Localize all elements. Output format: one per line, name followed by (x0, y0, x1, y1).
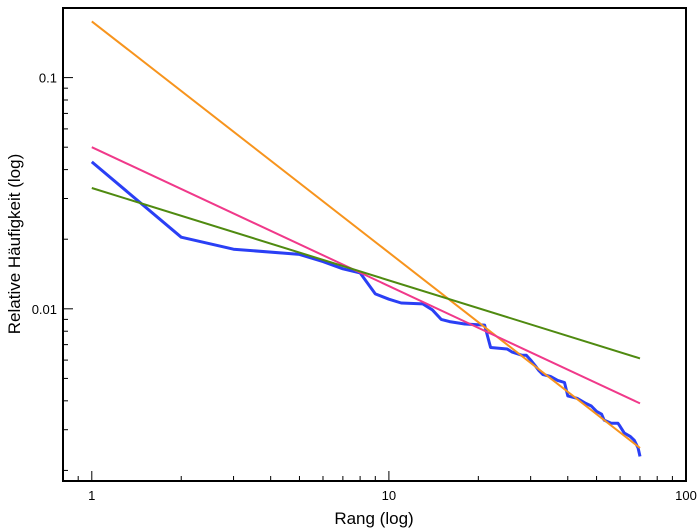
x-tick-label: 10 (382, 488, 396, 503)
y-axis-label: Relative Häufigkeit (log) (5, 154, 24, 334)
x-axis-label: Rang (log) (334, 509, 413, 528)
series-fit-green (91, 187, 641, 360)
plot-frame (62, 7, 687, 482)
series-observed (90, 160, 642, 457)
ticks-group: 1 10 100 0.1 0.01 (32, 7, 697, 503)
series-fit-pink (91, 146, 641, 405)
x-tick-label: 1 (88, 488, 95, 503)
y-tick-label: 0.01 (32, 302, 57, 317)
y-tick-label: 0.1 (39, 71, 57, 86)
series-group (90, 20, 642, 457)
x-tick-label: 100 (675, 488, 697, 503)
series-fit-orange (91, 20, 641, 449)
